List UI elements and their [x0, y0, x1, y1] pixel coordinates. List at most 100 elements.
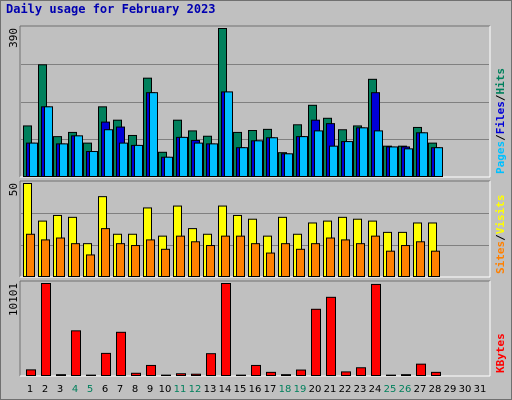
- bar-kbytes-day-13: [206, 353, 216, 377]
- bar-pages-day-19: [299, 136, 308, 177]
- bar-pages-day-5: [89, 151, 98, 177]
- x-tick-label-28: 28: [429, 384, 442, 395]
- bar-kbytes-day-28: [431, 371, 441, 376]
- bar-pages-day-23: [359, 127, 368, 178]
- bar-pages-day-3: [59, 143, 68, 177]
- bar-sites-day-16: [251, 243, 260, 278]
- x-tick-label-29: 29: [444, 384, 457, 395]
- bar-sites-day-22: [341, 239, 350, 277]
- bar-pages-day-24: [374, 130, 383, 177]
- bar-pages-day-28: [434, 147, 443, 177]
- x-tick-label-2: 2: [42, 384, 48, 395]
- bar-pages-day-16: [254, 140, 263, 177]
- x-tick-label-31: 31: [474, 384, 487, 395]
- bar-sites-day-12: [191, 241, 200, 277]
- bar-pages-day-13: [209, 143, 218, 177]
- bar-kbytes-day-16: [251, 364, 261, 377]
- bar-sites-day-20: [311, 243, 320, 278]
- bar-sites-day-3: [56, 237, 65, 278]
- bar-sites-day-7: [116, 243, 125, 278]
- bar-sites-day-28: [431, 250, 440, 277]
- bar-kbytes-day-14: [221, 283, 231, 376]
- bar-pages-day-25: [389, 146, 398, 177]
- x-tick-label-10: 10: [159, 384, 172, 395]
- bar-pages-day-7: [119, 142, 128, 178]
- x-tick-label-13: 13: [204, 384, 217, 395]
- bar-sites-day-26: [401, 245, 410, 277]
- x-tick-label-17: 17: [264, 384, 277, 395]
- bar-kbytes-day-23: [356, 367, 366, 376]
- bar-pages-day-2: [44, 106, 53, 177]
- bar-kbytes-day-21: [326, 296, 336, 377]
- x-tick-label-1: 1: [27, 384, 33, 395]
- bar-sites-day-19: [296, 248, 305, 278]
- bar-pages-day-17: [269, 137, 278, 177]
- bar-pages-day-11: [179, 136, 188, 177]
- bar-sites-day-6: [101, 228, 110, 277]
- ymax-label-visits-sites: 50: [7, 183, 20, 196]
- legend-item-hits: Hits: [494, 68, 507, 95]
- bar-kbytes-day-20: [311, 308, 321, 376]
- bar-kbytes-day-7: [116, 331, 126, 377]
- x-tick-label-12: 12: [189, 384, 202, 395]
- bar-kbytes-day-9: [146, 364, 156, 377]
- x-tick-label-6: 6: [102, 384, 108, 395]
- x-tick-label-18: 18: [279, 384, 292, 395]
- bar-pages-day-20: [314, 130, 323, 177]
- x-tick-label-22: 22: [339, 384, 352, 395]
- legend-item-visits: Visits: [494, 195, 507, 235]
- x-tick-label-4: 4: [72, 384, 78, 395]
- x-tick-label-3: 3: [57, 384, 63, 395]
- bar-sites-day-17: [266, 252, 275, 277]
- x-tick-label-14: 14: [219, 384, 232, 395]
- x-tick-label-25: 25: [384, 384, 397, 395]
- plot-area-kbytes: [20, 281, 490, 376]
- bar-pages-day-10: [164, 156, 173, 177]
- x-tick-label-7: 7: [117, 384, 123, 395]
- bar-sites-day-24: [371, 235, 380, 277]
- bar-kbytes-day-24: [371, 283, 381, 376]
- bar-kbytes-day-26: [401, 374, 411, 377]
- x-tick-label-24: 24: [369, 384, 382, 395]
- bar-kbytes-day-27: [416, 363, 426, 376]
- bar-sites-day-2: [41, 239, 50, 277]
- bar-kbytes-day-22: [341, 371, 351, 376]
- chart-title: Daily usage for February 2023: [6, 2, 216, 16]
- bar-pages-day-27: [419, 132, 428, 178]
- legend-separator: /: [494, 94, 507, 101]
- bar-sites-day-23: [356, 243, 365, 278]
- legend-separator: /: [494, 134, 507, 141]
- legend-item-files: Files: [494, 101, 507, 134]
- bar-sites-day-13: [206, 245, 215, 277]
- bar-kbytes-day-3: [56, 374, 66, 377]
- bar-pages-day-22: [344, 141, 353, 177]
- x-tick-label-23: 23: [354, 384, 367, 395]
- bar-sites-day-25: [386, 250, 395, 277]
- bar-sites-day-4: [71, 243, 80, 278]
- bar-sites-day-9: [146, 239, 155, 277]
- x-tick-label-21: 21: [324, 384, 337, 395]
- bar-sites-day-18: [281, 243, 290, 278]
- bar-sites-day-5: [86, 254, 95, 278]
- bar-kbytes-day-4: [71, 330, 81, 376]
- bar-sites-day-21: [326, 237, 335, 278]
- bar-kbytes-day-8: [131, 372, 141, 377]
- legend-separator: /: [494, 234, 507, 241]
- legend-item-pages: Pages: [494, 141, 507, 174]
- x-tick-label-16: 16: [249, 384, 262, 395]
- x-tick-label-9: 9: [147, 384, 153, 395]
- bar-kbytes-day-17: [266, 371, 276, 376]
- bar-sites-day-14: [221, 235, 230, 277]
- bar-pages-day-1: [29, 142, 38, 178]
- x-tick-label-5: 5: [87, 384, 93, 395]
- bar-sites-day-15: [236, 235, 245, 277]
- bar-kbytes-day-6: [101, 352, 111, 377]
- bar-pages-day-8: [134, 144, 143, 178]
- ymax-label-kbytes: 10101: [7, 283, 20, 316]
- x-tick-label-26: 26: [399, 384, 412, 395]
- bar-kbytes-day-2: [41, 283, 51, 376]
- bar-pages-day-15: [239, 147, 248, 177]
- bar-pages-day-18: [284, 153, 293, 177]
- bar-kbytes-day-1: [26, 369, 36, 376]
